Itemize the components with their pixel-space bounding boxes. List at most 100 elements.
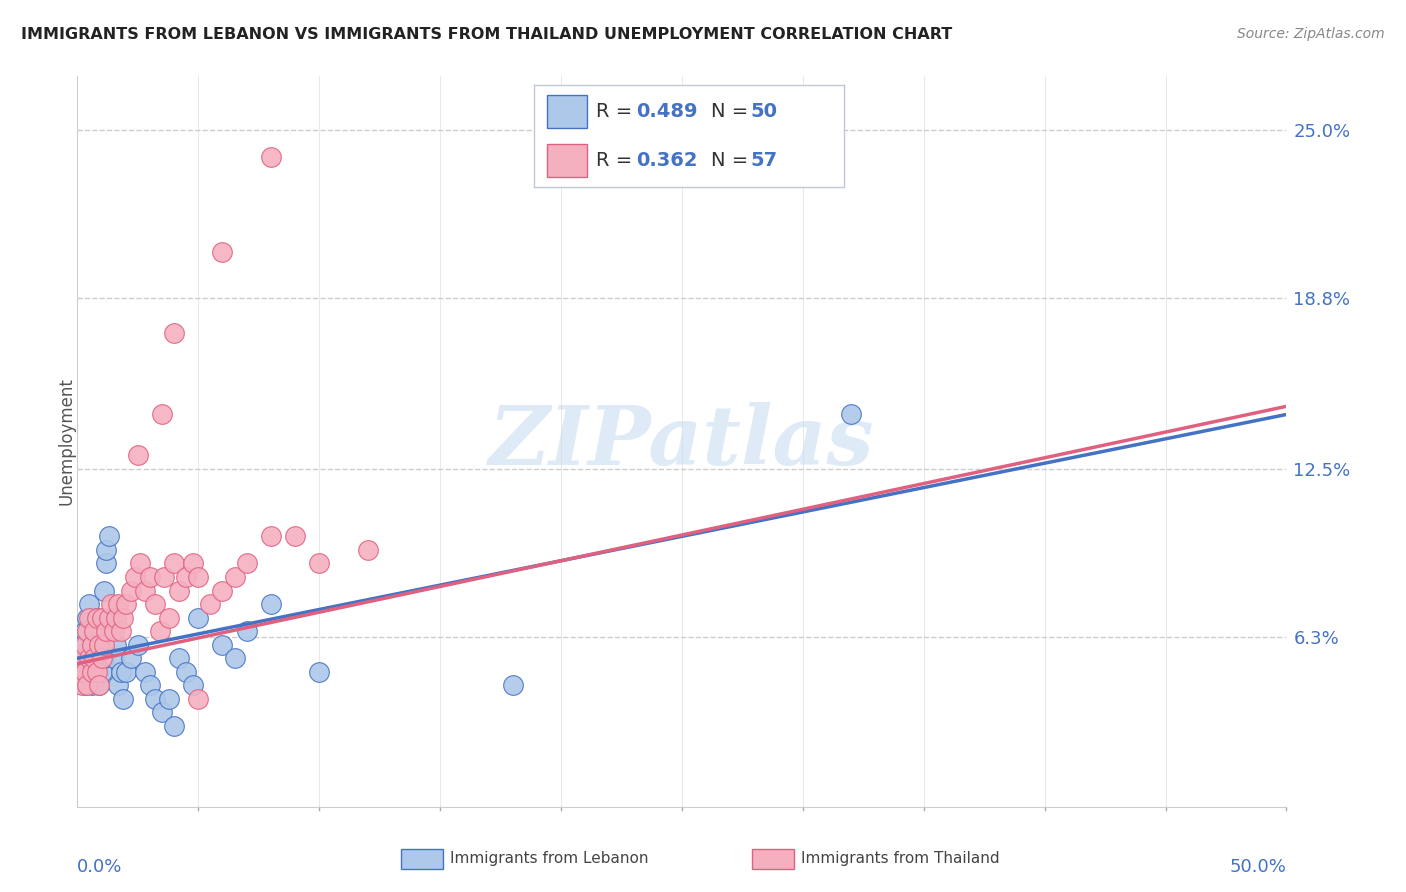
Point (163, 719, 186, 733)
Point (124, 570, 146, 584)
Point (87, 638, 110, 652)
Point (187, 610, 209, 624)
Point (139, 570, 162, 584)
Point (86, 610, 108, 624)
Point (502, 678, 524, 692)
Point (308, 557, 330, 571)
Point (79, 597, 101, 611)
Point (211, 244, 233, 259)
Point (80, 665, 103, 679)
Point (87, 678, 110, 692)
Point (114, 597, 136, 611)
Point (157, 610, 180, 624)
Point (70, 638, 93, 652)
Point (143, 692, 166, 706)
Point (79, 651, 101, 665)
Point (105, 610, 128, 624)
Point (86, 651, 108, 665)
Text: N =: N = (710, 102, 754, 121)
Point (69, 665, 91, 679)
Point (87, 638, 110, 652)
Point (105, 638, 128, 652)
Text: 0.362: 0.362 (637, 151, 697, 170)
Point (103, 651, 125, 665)
Text: N =: N = (710, 151, 754, 170)
Text: ZIPatlas: ZIPatlas (489, 401, 875, 482)
Point (356, 542, 378, 557)
Point (260, 597, 283, 611)
Text: 50.0%: 50.0% (1230, 858, 1286, 877)
Point (260, 529, 283, 543)
Point (80, 638, 103, 652)
Point (96, 557, 118, 571)
Point (83, 624, 105, 639)
Point (174, 665, 197, 679)
Point (167, 651, 190, 665)
Point (211, 638, 233, 652)
Point (73, 678, 96, 692)
Point (93, 651, 115, 665)
Point (235, 557, 257, 571)
Point (110, 665, 132, 679)
Point (163, 557, 186, 571)
Text: 57: 57 (751, 151, 778, 170)
Point (120, 583, 142, 598)
Point (90, 651, 112, 665)
Point (86, 665, 108, 679)
Point (127, 448, 149, 462)
Point (90, 610, 112, 624)
Point (200, 597, 222, 611)
Text: Source: ZipAtlas.com: Source: ZipAtlas.com (1237, 27, 1385, 41)
Text: Immigrants from Thailand: Immigrants from Thailand (801, 852, 1000, 866)
Point (224, 651, 246, 665)
Text: R =: R = (596, 102, 638, 121)
Point (150, 706, 173, 720)
Text: R =: R = (596, 151, 638, 170)
Point (134, 665, 156, 679)
Point (97, 529, 120, 543)
Point (114, 665, 136, 679)
Bar (547, 95, 586, 128)
Point (157, 692, 180, 706)
Point (112, 610, 135, 624)
Point (76, 610, 98, 624)
Point (80, 678, 103, 692)
Point (76, 678, 98, 692)
Point (143, 597, 166, 611)
Point (100, 624, 122, 639)
Point (107, 678, 129, 692)
Point (284, 529, 307, 543)
Point (134, 583, 156, 598)
Point (79, 610, 101, 624)
Point (97, 610, 120, 624)
Point (839, 408, 862, 422)
Point (86, 610, 108, 624)
Point (76, 624, 98, 639)
Point (308, 665, 330, 679)
Point (187, 570, 209, 584)
Point (73, 665, 96, 679)
Point (129, 557, 152, 571)
Point (163, 326, 186, 341)
Point (112, 692, 135, 706)
Point (76, 665, 98, 679)
Point (79, 651, 101, 665)
Point (183, 557, 205, 571)
Point (90, 665, 112, 679)
Point (70, 651, 93, 665)
Point (153, 570, 176, 584)
Text: IMMIGRANTS FROM LEBANON VS IMMIGRANTS FROM THAILAND UNEMPLOYMENT CORRELATION CHA: IMMIGRANTS FROM LEBANON VS IMMIGRANTS FR… (21, 27, 952, 42)
Point (90, 624, 112, 639)
Point (87, 678, 110, 692)
Point (235, 624, 257, 639)
Point (148, 624, 170, 639)
Point (73, 624, 96, 639)
Point (96, 624, 118, 639)
Point (174, 570, 197, 584)
Point (103, 624, 125, 639)
Point (93, 583, 115, 598)
Text: Immigrants from Lebanon: Immigrants from Lebanon (450, 852, 648, 866)
Point (83, 665, 105, 679)
Point (187, 692, 209, 706)
Point (110, 624, 132, 639)
